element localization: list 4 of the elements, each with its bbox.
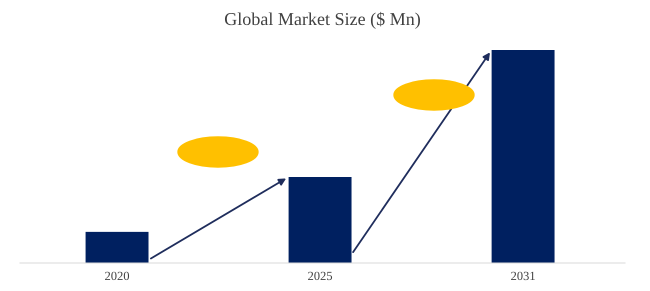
chart-title: Global Market Size ($ Mn) [224,12,420,29]
x-tick-label: 2025 [308,272,332,280]
x-tick-label: 2020 [105,272,130,280]
x-tick-label: 2031 [511,272,535,280]
